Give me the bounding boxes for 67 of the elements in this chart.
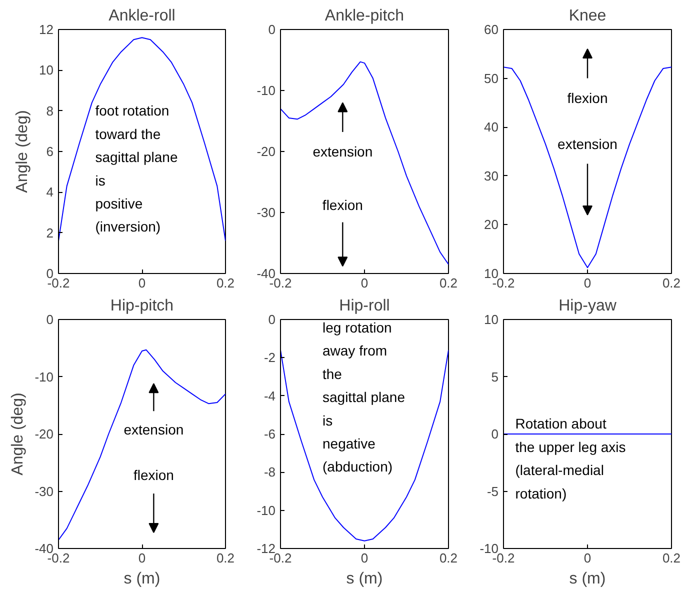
annotation: flexion: [567, 90, 608, 106]
annotation: leg rotation away from the sagittal plane is negative (abduction): [322, 320, 406, 475]
chart-title: Ankle-pitch: [324, 8, 404, 24]
x-tick-label: 0: [584, 550, 592, 566]
chart-title: Knee: [568, 8, 606, 24]
chart-title: Ankle-roll: [108, 8, 176, 24]
y-tick-label: -10: [480, 541, 499, 556]
y-tick-label: -30: [34, 484, 54, 499]
y-tick-label: -10: [34, 369, 54, 384]
x-tick-label: 0.2: [662, 550, 681, 566]
x-tick-label: 0: [360, 276, 368, 290]
annotation: Rotation about the upper leg axis (lateral-medial rotation): [515, 416, 626, 502]
y-tick-label: 40: [484, 120, 499, 135]
y-tick-label: -5: [486, 484, 499, 499]
y-tick-label: -40: [256, 266, 276, 281]
y-tick-label: -20: [34, 426, 54, 442]
y-tick-label: -20: [256, 144, 276, 159]
y-tick-label: 60: [484, 22, 499, 37]
y-tick-label: 2: [46, 225, 54, 240]
y-tick-label: -10: [256, 83, 276, 98]
annotation: foot rotation toward the sagittal plane is positive (inversion): [95, 102, 178, 235]
x-axis-title: s (m): [124, 570, 160, 588]
x-tick-label: 0: [138, 276, 146, 290]
y-tick-label: -6: [264, 426, 276, 442]
y-axis-title: Angle (deg): [10, 392, 27, 476]
y-tick-label: -10: [256, 502, 276, 518]
x-tick-label: 0.2: [662, 276, 681, 290]
y-tick-label: 0: [46, 312, 54, 327]
y-tick-label: 50: [484, 70, 499, 86]
y-tick-label: -2: [264, 350, 276, 366]
y-tick-label: 0: [46, 266, 54, 281]
y-tick-label: -12: [256, 541, 276, 556]
x-tick-label: 0: [138, 550, 146, 566]
chart-title: Hip-roll: [339, 298, 390, 314]
y-tick-label: 0: [268, 312, 276, 327]
y-tick-label: 8: [46, 103, 54, 118]
y-tick-label: 10: [484, 312, 499, 327]
annotation: extension: [124, 421, 184, 438]
y-tick-label: 12: [39, 22, 54, 37]
y-tick-label: 10: [484, 266, 499, 281]
x-tick-label: 0.2: [439, 276, 458, 290]
annotation: extension: [312, 144, 373, 160]
x-tick-label: 0.2: [439, 550, 458, 566]
y-tick-label: -4: [264, 388, 276, 404]
y-tick-label: 20: [484, 217, 499, 232]
y-tick-label: 30: [484, 168, 499, 184]
y-axis-title: Angle (deg): [14, 110, 32, 193]
annotation: flexion: [133, 467, 174, 484]
y-tick-label: 6: [46, 144, 54, 159]
x-tick-label: 0: [584, 276, 592, 290]
y-tick-label: -40: [34, 541, 54, 556]
annotation: flexion: [322, 197, 363, 214]
x-axis-title: s (m): [569, 570, 606, 588]
y-tick-label: 5: [491, 369, 499, 384]
annotation: extension: [558, 136, 618, 152]
x-tick-label: 0: [360, 550, 368, 566]
y-tick-label: 4: [46, 184, 54, 200]
y-tick-label: 0: [268, 22, 276, 37]
x-tick-label: 0.2: [216, 276, 235, 290]
chart-title: Hip-pitch: [110, 298, 174, 314]
y-tick-label: -30: [256, 205, 276, 220]
x-axis-title: s (m): [346, 570, 383, 588]
y-tick-label: 0: [491, 426, 499, 442]
x-tick-label: 0.2: [216, 550, 235, 566]
chart-title: Hip-yaw: [558, 298, 617, 314]
y-tick-label: 10: [39, 62, 54, 78]
y-tick-label: -8: [264, 464, 276, 480]
